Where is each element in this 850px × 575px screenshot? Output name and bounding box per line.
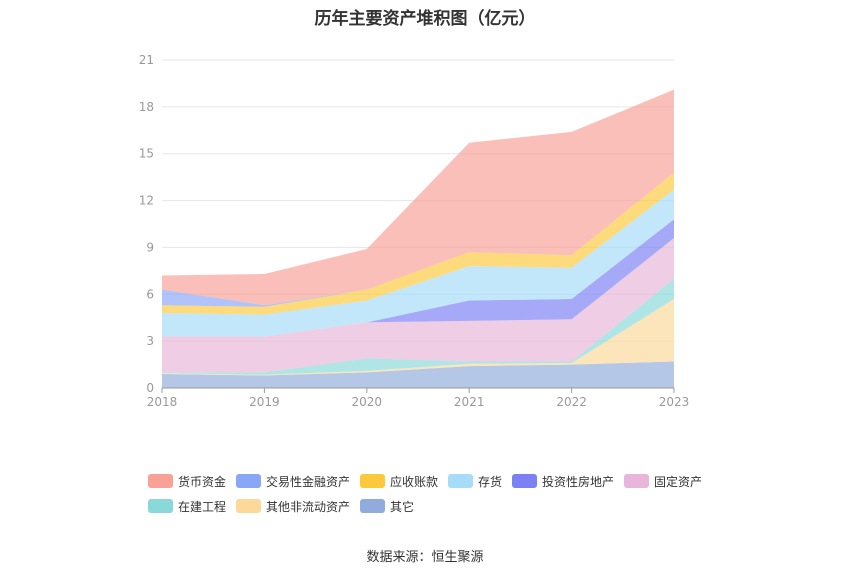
axes: 0 3 6 9 12 15 18 21 2018 2019 2020 2021 2022 2023 <box>139 53 690 409</box>
y-tick-label: 0 <box>146 381 154 395</box>
legend-label: 其它 <box>390 499 415 514</box>
area-series-group <box>162 89 674 388</box>
area-series-存货 <box>162 189 674 337</box>
x-tick-label: 2022 <box>556 395 587 409</box>
legend-item[interactable]: 存货 <box>448 472 502 490</box>
legend-swatch <box>624 474 649 488</box>
legend-label: 其他非流动资产 <box>266 499 351 514</box>
legend-label: 固定资产 <box>654 474 703 489</box>
legend-item[interactable]: 货币资金 <box>148 472 226 490</box>
legend-item[interactable]: 固定资产 <box>624 472 702 490</box>
legend-swatch <box>236 499 261 513</box>
y-tick-label: 12 <box>139 194 154 208</box>
x-tick-label: 2018 <box>147 395 178 409</box>
area-series-货币资金 <box>162 89 674 306</box>
legend-label: 投资性房地产 <box>542 474 615 489</box>
legend-item[interactable]: 其他非流动资产 <box>236 497 350 515</box>
x-tick-label: 2023 <box>659 395 690 409</box>
legend-item[interactable]: 其它 <box>360 497 414 515</box>
y-tick-label: 3 <box>146 334 154 348</box>
legend-label: 交易性金融资产 <box>266 474 351 489</box>
legend-item[interactable]: 应收账款 <box>360 472 438 490</box>
legend-label: 存货 <box>478 474 503 489</box>
chart-title: 历年主要资产堆积图（亿元） <box>314 9 536 29</box>
legend-label: 应收账款 <box>390 474 439 489</box>
legend-label: 在建工程 <box>178 499 227 514</box>
legend-swatch <box>148 499 173 513</box>
x-tick-label: 2019 <box>249 395 280 409</box>
x-tick-label: 2021 <box>454 395 485 409</box>
area-series-固定资产 <box>162 238 674 373</box>
legend-item[interactable]: 交易性金融资产 <box>236 472 350 490</box>
y-tick-label: 6 <box>146 287 154 301</box>
y-tick-label: 18 <box>139 100 154 114</box>
legend-swatch <box>360 499 385 513</box>
x-tick-label: 2020 <box>352 395 383 409</box>
y-tick-label: 15 <box>139 147 154 161</box>
legend-swatch <box>148 474 173 488</box>
data-source-note: 数据来源：恒生聚源 <box>366 550 484 565</box>
area-series-其它 <box>162 361 674 388</box>
legend-swatch <box>512 474 537 488</box>
legend-swatch <box>236 474 261 488</box>
legend-item[interactable]: 投资性房地产 <box>512 472 614 490</box>
legend-item[interactable]: 在建工程 <box>148 497 226 515</box>
legend-swatch <box>448 474 473 488</box>
legend-label: 货币资金 <box>178 474 227 489</box>
y-tick-label: 9 <box>146 240 154 254</box>
legend-swatch <box>360 474 385 488</box>
y-tick-label: 21 <box>139 53 154 67</box>
area-series-投资性房地产 <box>162 219 674 337</box>
